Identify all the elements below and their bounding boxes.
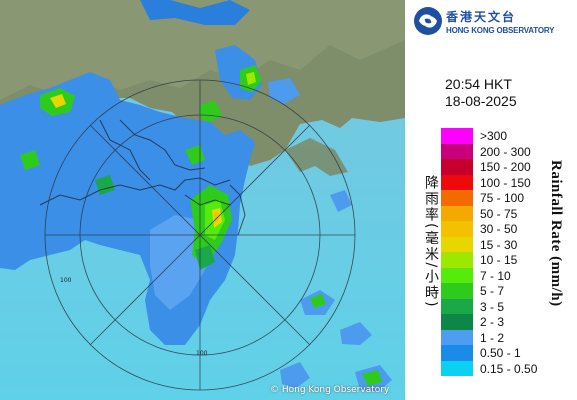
legend-label: 30 - 50 [480,222,518,236]
legend-swatch [441,360,473,376]
land-south [285,138,348,176]
observation-time: 20:54 HKT [445,76,512,92]
legend-label: 200 - 300 [480,144,531,159]
radar-map-canvas: 100 100 [0,0,405,400]
legend-swatch [441,236,473,252]
legend-label: 1 - 2 [480,330,505,345]
legend-label: 5 - 7 [480,284,505,298]
legend-swatch [441,298,473,314]
legend-label: 75 - 100 [480,191,525,205]
legend-label: 10 - 15 [480,253,518,267]
legend-label: 15 - 30 [480,237,518,252]
legend-label: 2 - 3 [480,315,505,329]
rain-echoes [0,0,392,392]
legend-swatch [441,190,473,206]
legend-swatch [441,267,473,283]
legend-swatch [441,159,473,175]
land-mass-shade [0,0,405,100]
observatory-name-zh: 香港天文台 [446,10,517,24]
range-ring-label-south: 100 [196,350,208,357]
legend-swatch [441,221,473,237]
observatory-logo: 香港天文台 HONG KONG OBSERVATORY [413,6,577,40]
legend-swatch [441,314,473,330]
coastlines [39,119,246,236]
radar-map: 100 100 © Hong Kong Observatory [0,0,405,400]
legend-label: 0.50 - 1 [480,346,521,360]
legend-swatch [441,128,473,144]
observatory-name-en: HONG KONG OBSERVATORY [446,26,555,35]
side-panel: 香港天文台 HONG KONG OBSERVATORY 20:54 HKT 18… [405,0,577,400]
map-credit: © Hong Kong Observatory [270,385,390,395]
legend-label: 7 - 10 [480,268,511,283]
legend-label: 50 - 75 [480,206,518,221]
legend-swatch [441,329,473,345]
legend-label: 0.15 - 0.50 [480,361,538,376]
legend-swatch [441,345,473,361]
legend-swatch [441,252,473,268]
range-rings [44,79,356,391]
legend-swatch [441,283,473,299]
legend-title-zh: 降雨率(毫米/小時) [423,175,439,309]
legend-swatch [441,205,473,221]
observation-date: 18-08-2025 [445,93,517,109]
legend-label: >300 [480,129,508,143]
range-ring-label: 100 [60,277,72,284]
legend-label: 150 - 200 [480,160,531,174]
legend-swatch [441,143,473,159]
legend-title-en: Rainfall Rate (mm/h) [548,160,564,307]
legend-label: 3 - 5 [480,299,505,314]
legend-label: 100 - 150 [480,175,531,190]
observatory-emblem-icon [414,7,442,35]
legend-swatch [441,174,473,190]
